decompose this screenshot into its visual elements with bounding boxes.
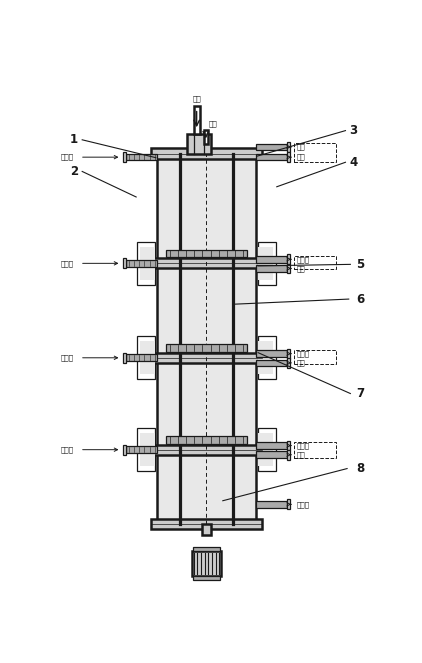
Bar (258, 428, 276, 471)
Bar (126, 446, 157, 453)
Bar (194, 106, 200, 134)
Bar (287, 255, 290, 264)
Text: 胶液: 胶液 (296, 452, 305, 458)
Bar (256, 452, 287, 458)
Bar (193, 547, 220, 551)
Text: 沉淀液: 沉淀液 (296, 351, 309, 357)
Bar (123, 445, 126, 455)
Bar (258, 433, 273, 466)
Text: 4: 4 (349, 156, 358, 169)
Bar (140, 433, 155, 466)
Text: 8: 8 (356, 462, 364, 475)
Bar (157, 154, 256, 524)
Text: 沉淀剂: 沉淀剂 (61, 260, 74, 267)
Bar (256, 144, 287, 151)
Bar (287, 450, 290, 459)
Bar (287, 349, 290, 359)
Bar (187, 134, 211, 154)
Bar (258, 241, 276, 285)
Text: 1: 1 (70, 133, 78, 147)
Bar (123, 353, 126, 363)
Text: 沉淀液: 沉淀液 (296, 501, 309, 508)
Bar (256, 350, 287, 357)
Bar (294, 442, 336, 458)
Bar (123, 152, 126, 162)
Bar (258, 247, 273, 280)
Bar (287, 264, 290, 273)
Bar (151, 353, 262, 363)
Bar (203, 524, 211, 535)
Bar (137, 336, 155, 379)
Text: 胶液: 胶液 (296, 154, 305, 160)
Bar (287, 441, 290, 450)
Text: 沉淀液: 沉淀液 (296, 442, 309, 449)
Bar (151, 518, 262, 529)
Bar (258, 336, 276, 379)
Text: 3: 3 (349, 124, 358, 137)
Bar (256, 359, 287, 366)
Bar (287, 358, 290, 368)
Text: 6: 6 (356, 292, 364, 306)
Bar (294, 256, 336, 269)
Bar (256, 442, 287, 449)
Bar (126, 154, 157, 160)
Text: 胶液: 胶液 (192, 95, 201, 102)
Bar (140, 247, 155, 280)
Text: 胶液: 胶液 (296, 144, 305, 151)
Bar (137, 241, 155, 285)
Text: 2: 2 (70, 165, 78, 178)
Bar (256, 265, 287, 272)
Bar (192, 551, 221, 576)
Bar (151, 149, 262, 158)
Bar (287, 152, 290, 162)
Bar (137, 428, 155, 471)
Bar (256, 256, 287, 263)
Text: 沉淀液: 沉淀液 (296, 256, 309, 263)
Bar (140, 341, 155, 375)
Bar (126, 260, 157, 267)
Bar (256, 154, 287, 160)
Bar (193, 576, 220, 580)
Bar (287, 499, 290, 509)
Bar (151, 258, 262, 269)
Bar (165, 436, 247, 444)
Text: 5: 5 (356, 258, 364, 271)
Text: 空气: 空气 (208, 121, 217, 127)
Bar (258, 341, 273, 375)
Bar (294, 143, 336, 162)
Text: 7: 7 (356, 387, 364, 400)
Text: 沉淀剂: 沉淀剂 (61, 355, 74, 361)
Bar (256, 501, 287, 508)
Bar (287, 142, 290, 152)
Bar (165, 344, 247, 351)
Bar (204, 129, 208, 144)
Bar (165, 249, 247, 257)
Text: 沉淀剂: 沉淀剂 (61, 154, 74, 160)
Text: 沉淀剂: 沉淀剂 (61, 446, 74, 453)
Bar (126, 355, 157, 361)
Bar (151, 445, 262, 455)
Text: 胶液: 胶液 (296, 265, 305, 272)
Bar (294, 350, 336, 365)
Bar (123, 259, 126, 269)
Text: 胶液: 胶液 (296, 359, 305, 366)
